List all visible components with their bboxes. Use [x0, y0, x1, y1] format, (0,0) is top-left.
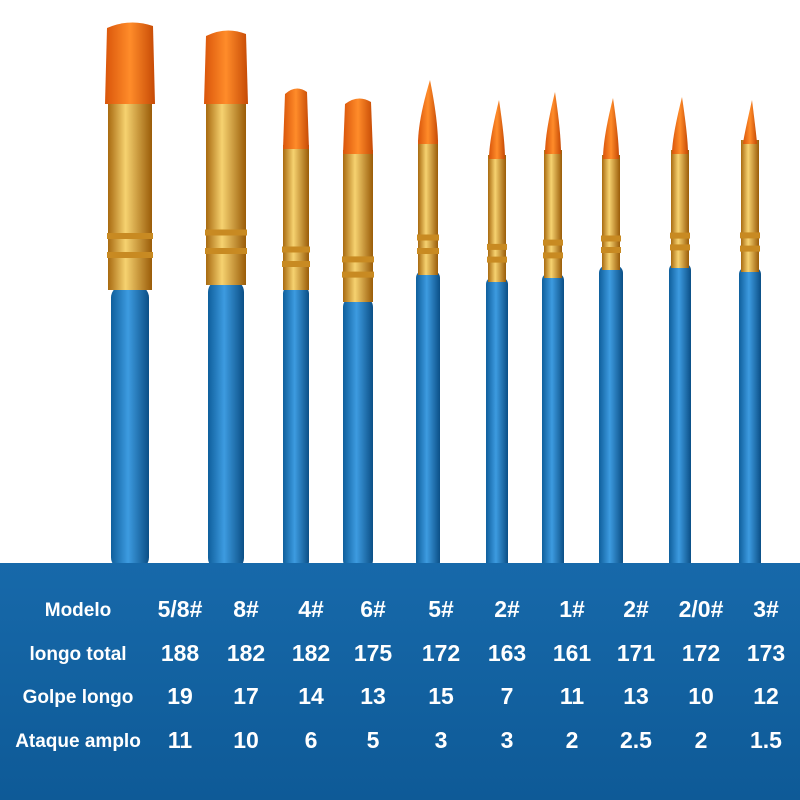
row-label: longo total	[29, 644, 126, 665]
brush-handle	[542, 273, 564, 570]
cell-value: 163	[488, 640, 526, 666]
cell-value: 175	[354, 640, 393, 666]
ferrule-ring	[282, 261, 310, 267]
ferrule-ring	[205, 229, 247, 236]
cell-value: 161	[553, 640, 592, 666]
cell-value: 3	[435, 727, 448, 753]
ferrule-ring	[487, 243, 507, 250]
row-label: Golpe longo	[23, 687, 134, 708]
brush-bristles	[545, 92, 561, 154]
cell-value: 2.5	[620, 727, 652, 753]
brush-bristles	[672, 97, 688, 154]
cell-value: 182	[292, 640, 330, 666]
cell-value: 7	[501, 683, 514, 709]
brush-handle	[739, 267, 761, 570]
cell-value: 5	[367, 727, 380, 753]
cell-value: 2#	[494, 596, 520, 622]
brush-ferrule	[418, 140, 438, 275]
cell-value: 173	[747, 640, 785, 666]
cell-value: 1#	[559, 596, 585, 622]
ferrule-ring	[487, 256, 507, 263]
cell-value: 4#	[298, 596, 324, 622]
brush-bristles	[418, 80, 438, 144]
cell-value: 5#	[428, 596, 454, 622]
brush-ferrule	[488, 155, 506, 282]
cell-value: 172	[422, 640, 460, 666]
brush-handle	[343, 297, 373, 570]
cell-value: 17	[233, 683, 259, 709]
cell-value: 172	[682, 640, 720, 666]
row-label: Ataque amplo	[15, 731, 141, 752]
ferrule-ring	[107, 252, 153, 258]
brush-handle	[283, 285, 309, 570]
cell-value: 2/0#	[679, 596, 724, 622]
ferrule-ring	[282, 246, 310, 253]
cell-value: 12	[753, 683, 779, 709]
brush-ferrule	[206, 100, 246, 285]
cell-value: 13	[360, 683, 386, 709]
brush-bristles	[603, 98, 619, 159]
cell-value: 15	[428, 683, 454, 709]
cell-value: 19	[167, 683, 193, 709]
ferrule-ring	[543, 239, 563, 246]
brush-ferrule	[544, 150, 562, 278]
cell-value: 6	[305, 727, 318, 753]
cell-value: 2#	[623, 596, 649, 622]
cell-value: 10	[233, 727, 259, 753]
brush-handle	[208, 280, 244, 570]
table-band	[0, 563, 800, 800]
brush-ferrule	[283, 145, 309, 290]
ferrule-ring	[417, 234, 439, 241]
cell-value: 6#	[360, 596, 386, 622]
ferrule-ring	[342, 271, 374, 278]
cell-value: 2	[566, 727, 579, 753]
brush-handle	[669, 263, 691, 570]
brush-bristles	[489, 100, 505, 159]
ferrule-ring	[740, 245, 760, 252]
cell-value: 3#	[753, 596, 779, 622]
ferrule-ring	[107, 233, 153, 239]
cell-value: 1.5	[750, 727, 782, 753]
ferrule-ring	[417, 248, 439, 254]
spec-table: Modelo 5/8# 8# 4# 6# 5# 2# 1# 2# 2/0# 3# longo tota…	[15, 596, 785, 753]
brush-bristles	[204, 30, 248, 105]
brush-handle	[486, 277, 508, 570]
ferrule-ring	[601, 235, 621, 242]
brush-handle	[599, 265, 623, 570]
ferrule-ring	[740, 232, 760, 239]
cell-value: 5/8#	[158, 596, 203, 622]
brush-bristles	[343, 98, 373, 154]
cell-value: 13	[623, 683, 649, 709]
brush-ferrule	[343, 150, 373, 302]
cell-value: 3	[501, 727, 514, 753]
cell-value: 188	[161, 640, 200, 666]
brush-ferrule	[741, 140, 759, 272]
row-label: Modelo	[45, 600, 112, 621]
brushes	[105, 22, 761, 570]
ferrule-ring	[543, 252, 563, 259]
ferrule-ring	[205, 248, 247, 254]
ferrule-ring	[670, 244, 690, 251]
cell-value: 2	[695, 727, 708, 753]
brush-bristles	[105, 22, 155, 105]
brush-handle	[416, 270, 440, 570]
brush-bristles	[743, 100, 757, 144]
cell-value: 171	[617, 640, 656, 666]
cell-value: 11	[168, 727, 193, 753]
ferrule-ring	[342, 256, 374, 263]
cell-value: 14	[298, 683, 324, 709]
ferrule-ring	[601, 247, 621, 253]
cell-value: 11	[560, 683, 585, 709]
brush-ferrule	[108, 100, 152, 290]
brush-bristles	[283, 88, 309, 149]
cell-value: 182	[227, 640, 265, 666]
cell-value: 8#	[233, 596, 259, 622]
ferrule-ring	[670, 232, 690, 239]
cell-value: 10	[688, 683, 714, 709]
brush-handle	[111, 285, 149, 570]
